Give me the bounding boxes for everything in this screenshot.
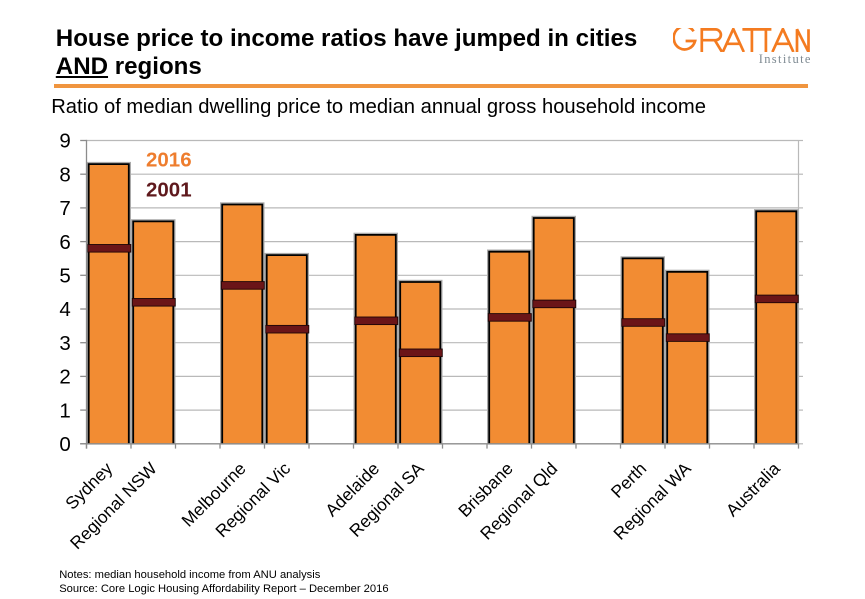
svg-text:2: 2 — [59, 366, 70, 389]
svg-text:8: 8 — [59, 163, 70, 186]
svg-text:5: 5 — [59, 265, 70, 288]
svg-text:Australia: Australia — [722, 458, 784, 520]
svg-text:2016: 2016 — [146, 148, 192, 171]
svg-text:2001: 2001 — [146, 178, 192, 201]
svg-text:6: 6 — [59, 231, 70, 254]
svg-text:4: 4 — [59, 298, 70, 321]
svg-text:9: 9 — [59, 130, 70, 153]
svg-text:1: 1 — [59, 399, 70, 422]
svg-text:7: 7 — [59, 197, 70, 220]
svg-text:3: 3 — [59, 332, 70, 355]
svg-text:0: 0 — [59, 433, 70, 456]
